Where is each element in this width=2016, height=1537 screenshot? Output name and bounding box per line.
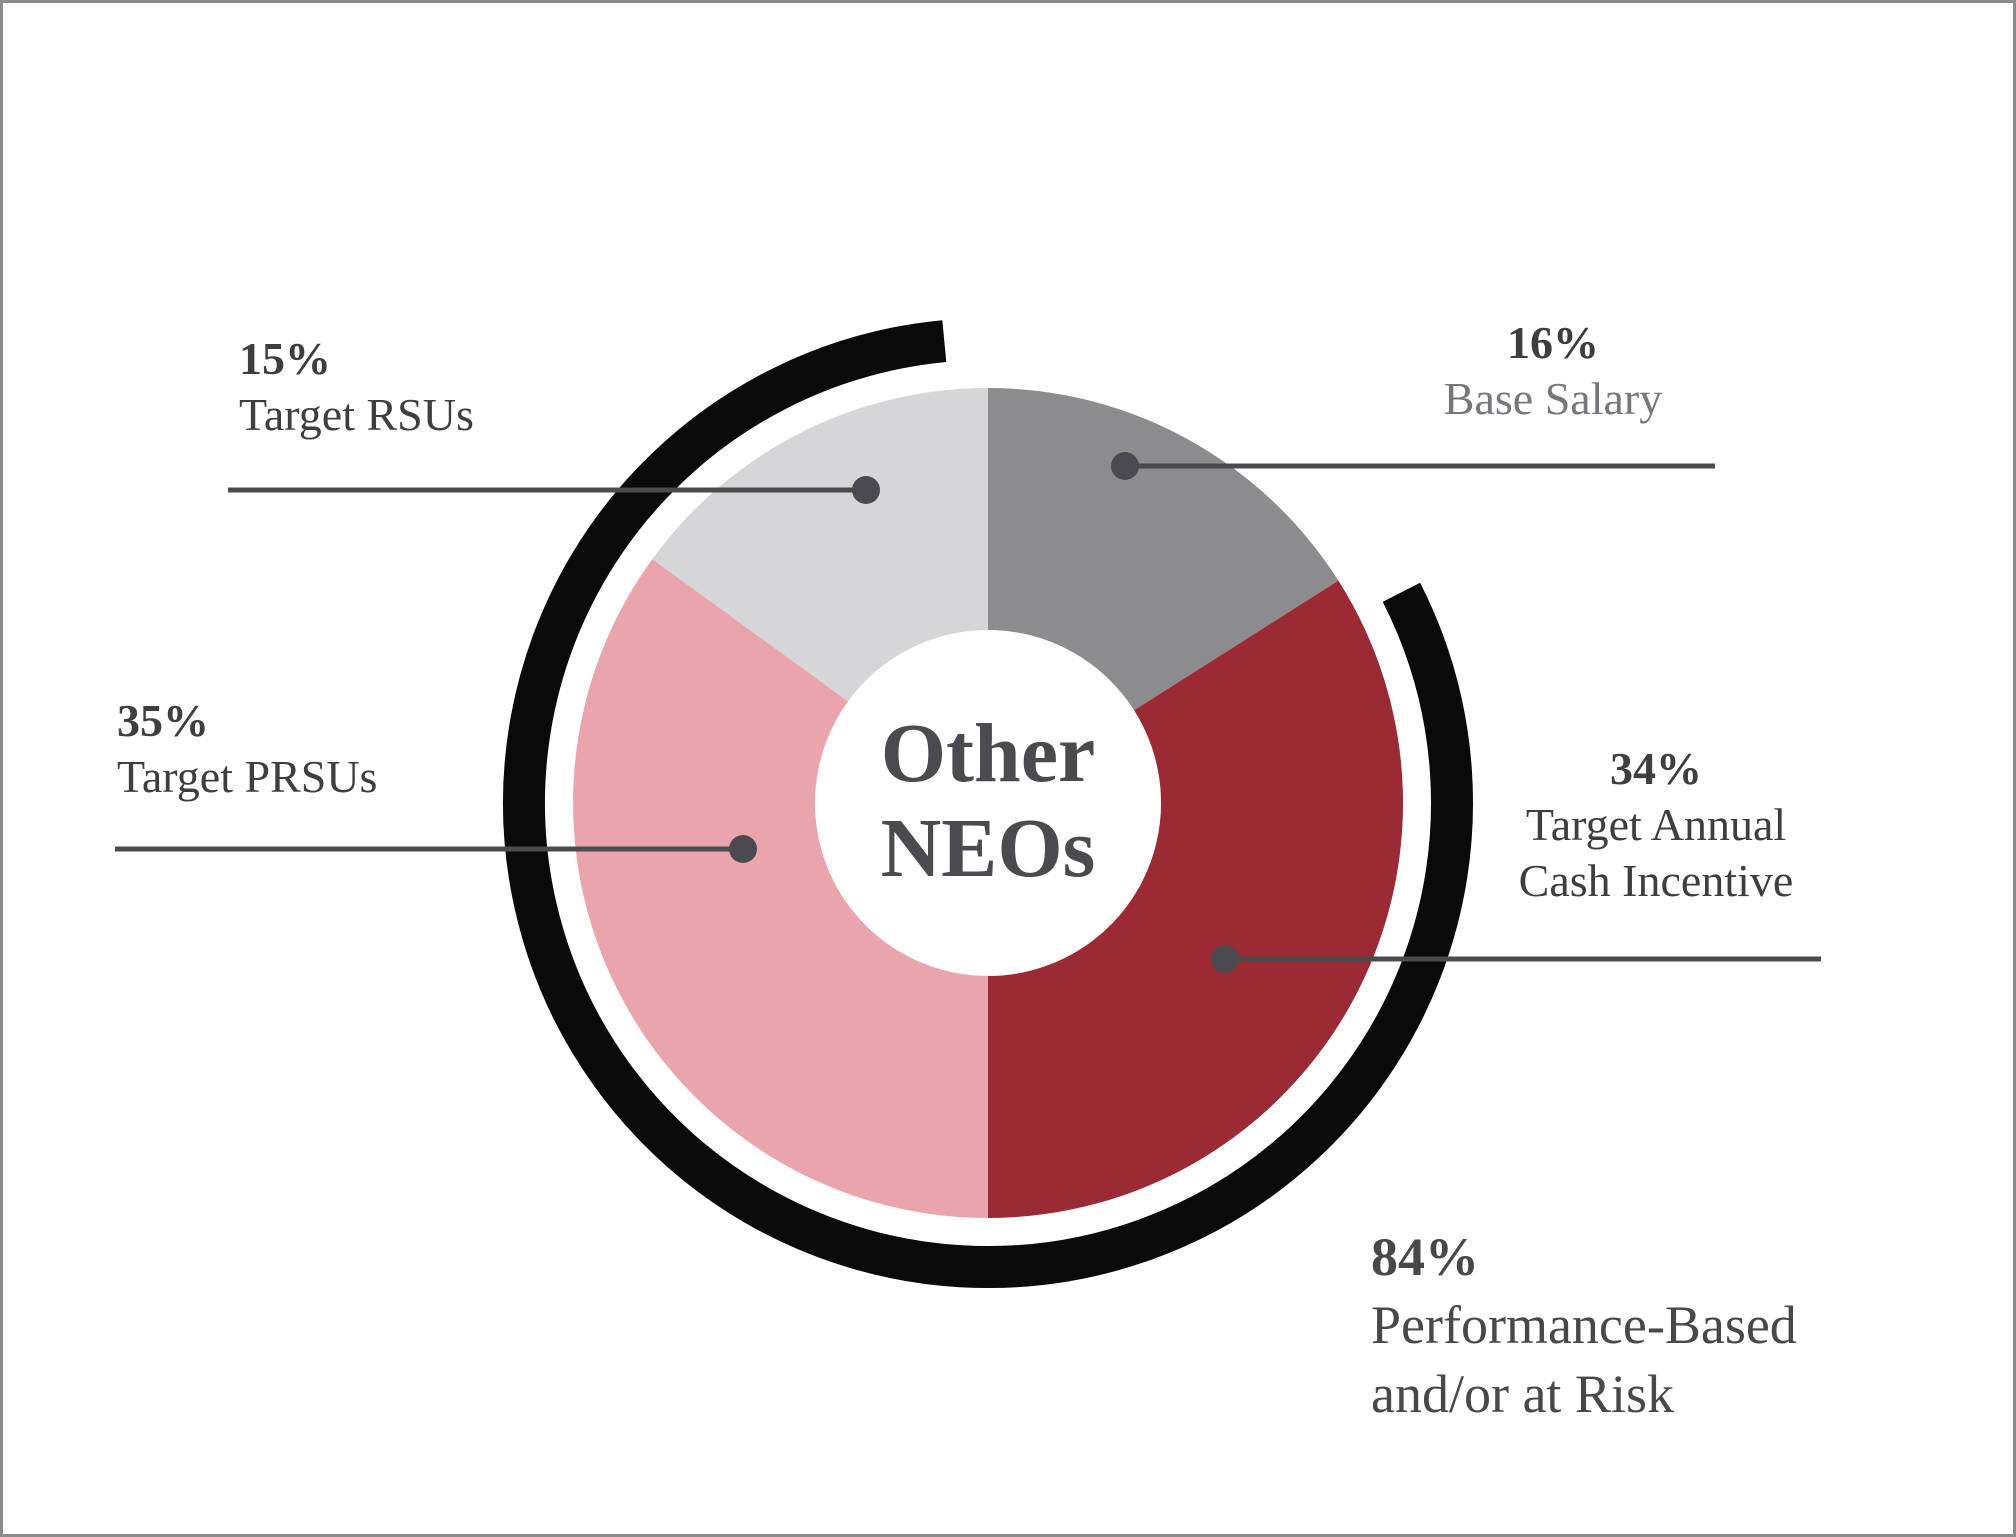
center-label-line1: Other xyxy=(880,707,1096,800)
leader-dot-base-salary xyxy=(1111,452,1139,480)
performance-ring-arc xyxy=(503,320,1473,1289)
performance-based-label-line1: Performance-Based xyxy=(1371,1294,1797,1355)
performance-based-label-line2: and/or at Risk xyxy=(1371,1363,1674,1424)
target-prsus-label: Target PRSUs xyxy=(117,751,378,803)
leader-dot-target-annual-cash-incentive xyxy=(1211,945,1239,973)
segment-target-prsus xyxy=(573,559,988,1218)
callout-target-annual-cash-incentive: 34% Target Annual Cash Incentive xyxy=(1431,741,1881,909)
callout-performance-based: 84% Performance-Based and/or at Risk xyxy=(1371,1225,1797,1429)
segment-base-salary xyxy=(988,388,1339,711)
donut-center-label: Other NEOs xyxy=(788,707,1188,897)
cash-incentive-label-line1: Target Annual xyxy=(1525,799,1787,851)
leader-dot-target-prsus xyxy=(729,835,757,863)
cash-incentive-percentage: 34% xyxy=(1610,743,1702,794)
callout-base-salary: 16% Base Salary xyxy=(1378,315,1728,427)
center-label-line2: NEOs xyxy=(880,801,1096,895)
base-salary-label: Base Salary xyxy=(1443,373,1663,425)
target-prsus-percentage: 35% xyxy=(117,695,209,746)
base-salary-percentage: 16% xyxy=(1507,317,1599,368)
target-rsus-percentage: 15% xyxy=(239,333,331,384)
callout-target-prsus: 35% Target PRSUs xyxy=(117,693,377,805)
callout-target-rsus: 15% Target RSUs xyxy=(239,331,474,443)
donut-chart xyxy=(115,320,1821,1289)
leader-dot-target-rsus xyxy=(852,476,880,504)
segment-target-annual-cash-incentive xyxy=(988,580,1404,1218)
performance-based-percentage: 84% xyxy=(1371,1227,1479,1287)
segment-target-rsus xyxy=(652,388,988,702)
target-rsus-label: Target RSUs xyxy=(239,389,474,441)
cash-incentive-label-line2: Cash Incentive xyxy=(1518,855,1794,907)
